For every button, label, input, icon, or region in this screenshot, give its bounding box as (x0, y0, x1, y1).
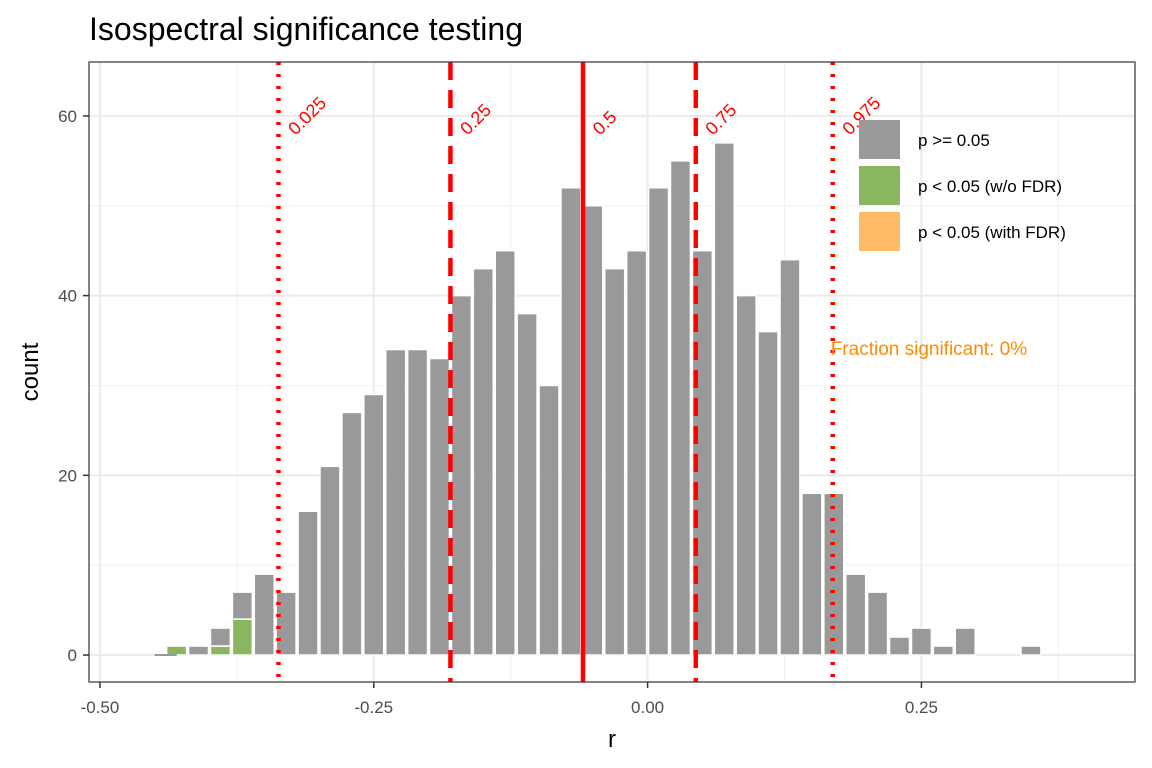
legend: p >= 0.05 p < 0.05 (w/o FDR) p < 0.05 (wit… (859, 120, 1066, 251)
x-tick-label: -0.25 (354, 698, 393, 717)
histogram-bar (384, 348, 407, 656)
histogram-bar (801, 492, 823, 656)
x-tick-label: -0.50 (81, 698, 120, 717)
histogram-bar (165, 645, 188, 656)
x-axis-title: r (608, 726, 616, 753)
legend-key-3 (859, 212, 900, 251)
histogram-bar (932, 645, 955, 656)
histogram-bar (538, 384, 560, 656)
histogram-bar (363, 393, 385, 656)
y-tick-label: 20 (58, 466, 77, 485)
histogram-bar (231, 591, 254, 620)
histogram-bar (428, 357, 451, 656)
x-tick-label: 0.00 (631, 698, 664, 717)
histogram-bar (888, 636, 911, 656)
y-axis-title: count (17, 342, 44, 401)
histogram-bar (625, 249, 648, 656)
histogram-bar (844, 573, 867, 656)
histogram-bar (319, 465, 341, 656)
histogram-bar (1020, 645, 1042, 656)
fraction-significant-annotation: Fraction significant: 0% (831, 339, 1028, 360)
legend-label-2: p < 0.05 (w/o FDR) (918, 177, 1062, 196)
histogram-bar (297, 510, 319, 656)
y-tick-label: 0 (68, 646, 77, 665)
histogram-bar (954, 627, 976, 656)
histogram-bar (209, 627, 232, 647)
y-axis-ticks: 0 20 40 60 (58, 107, 89, 665)
histogram-bar (779, 258, 801, 656)
histogram-bar (253, 573, 275, 656)
histogram-bar (713, 142, 735, 656)
legend-key-1 (859, 120, 900, 159)
plot-border (88, 61, 1136, 683)
histogram-bar (494, 249, 516, 656)
histogram-bar (187, 645, 210, 656)
histogram-bar (866, 591, 889, 656)
histogram-bar (406, 348, 429, 656)
histogram-bar (341, 411, 363, 656)
histogram-bar (231, 618, 254, 656)
x-tick-label: 0.25 (905, 698, 938, 717)
histogram-bar (823, 492, 845, 656)
histogram-bar (209, 645, 232, 656)
histogram-bar (604, 267, 626, 656)
chart-title: Isospectral significance testing (89, 11, 523, 47)
histogram-bar (647, 187, 670, 656)
histogram-bar (582, 205, 604, 656)
histogram-bars (154, 142, 1042, 657)
x-axis-ticks: -0.50 -0.25 0.00 0.25 (81, 682, 938, 717)
histogram-bar (560, 187, 582, 656)
y-tick-label: 40 (58, 287, 77, 306)
histogram-bar (450, 294, 473, 656)
quantile-lines (276, 62, 835, 682)
histogram-bar (516, 312, 538, 656)
histogram-bar (910, 627, 933, 656)
histogram-bar (275, 591, 297, 656)
histogram-bar (735, 294, 757, 656)
y-tick-label: 60 (58, 107, 77, 126)
legend-key-2 (859, 166, 900, 205)
histogram-bar (757, 330, 779, 656)
histogram-bar (472, 267, 495, 656)
legend-label-3: p < 0.05 (with FDR) (918, 223, 1066, 242)
legend-label-1: p >= 0.05 (918, 131, 990, 150)
histogram-bar (669, 160, 692, 656)
